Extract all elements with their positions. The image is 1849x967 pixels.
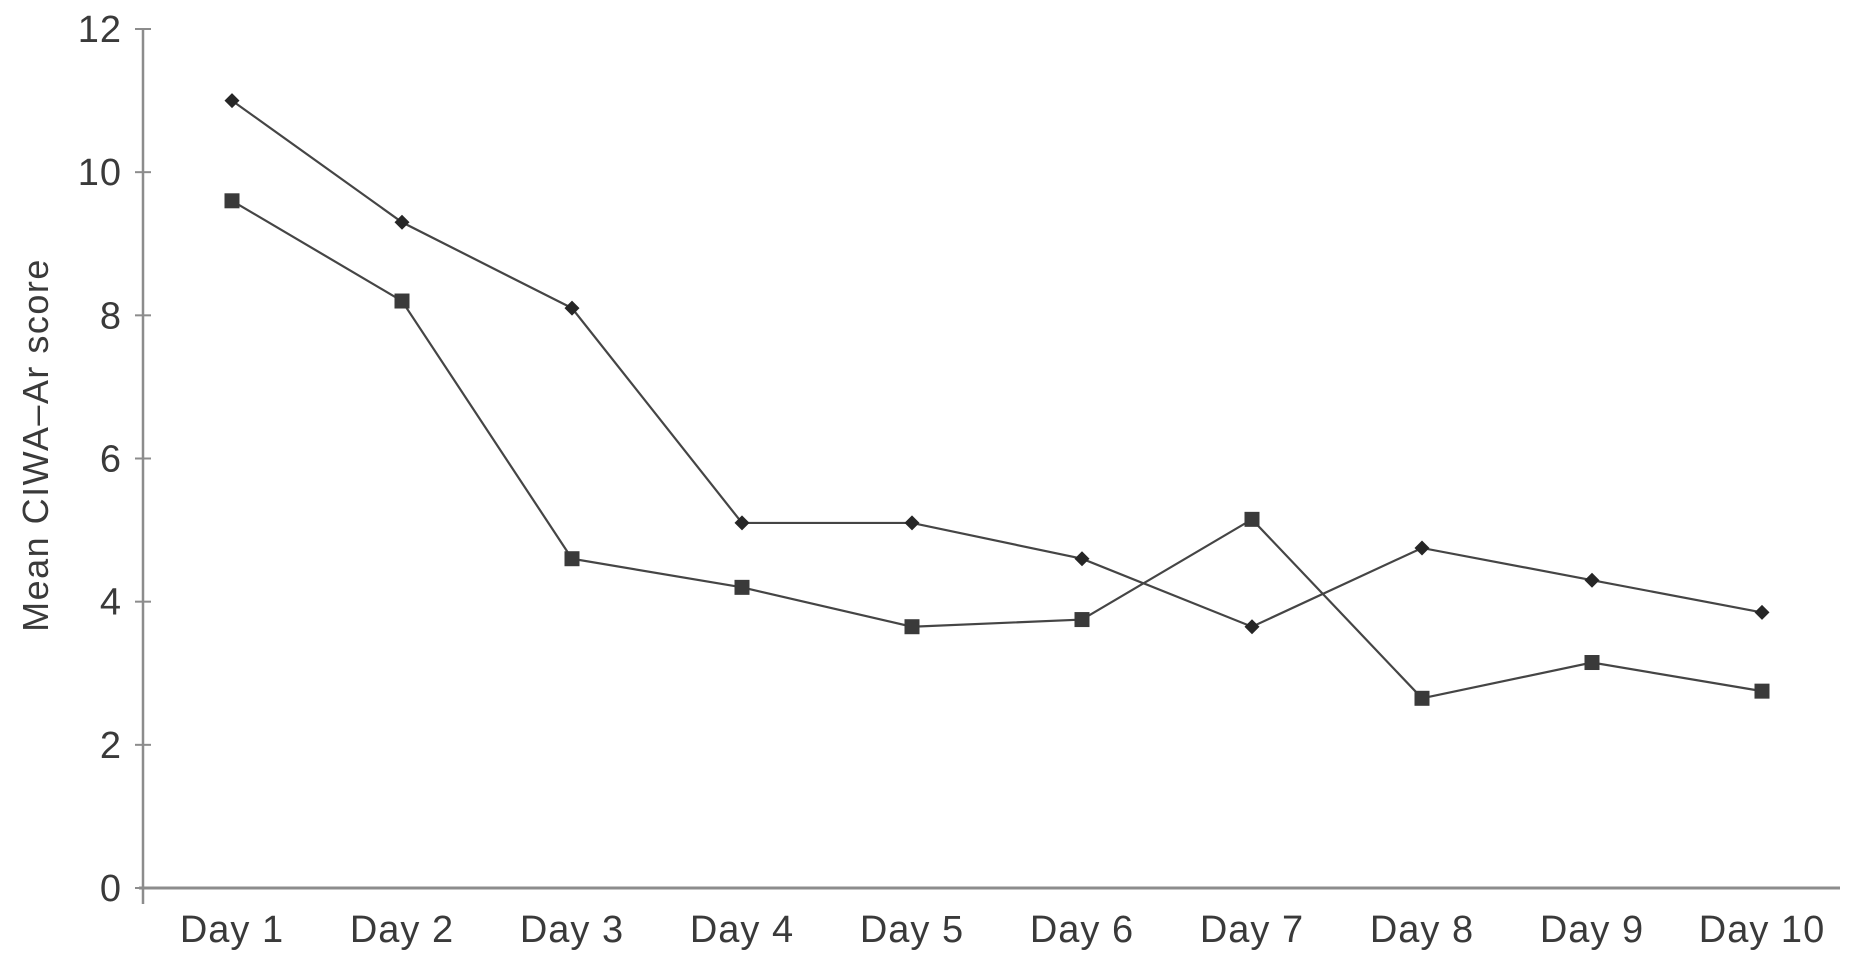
diamond-marker [224, 93, 240, 109]
square-marker [1754, 683, 1770, 699]
x-tick-label: Day 5 [860, 909, 964, 951]
diamond-marker [1584, 572, 1600, 588]
y-tick-label: 8 [100, 295, 122, 337]
diamond-marker [394, 214, 410, 230]
diamond-marker [1754, 604, 1770, 620]
x-tick-label: Day 2 [350, 909, 454, 951]
square-marker [734, 579, 750, 595]
square-marker-series-line [231, 199, 1763, 700]
y-tick-label: 4 [100, 582, 122, 624]
x-tick-label: Day 3 [520, 909, 624, 951]
x-tick-label: Day 7 [1200, 909, 1304, 951]
x-tick-label: Day 1 [180, 909, 284, 951]
diamond-marker [1244, 619, 1260, 635]
diamond-marker [734, 515, 750, 531]
x-tick-label: Day 10 [1699, 909, 1825, 951]
square-marker [1074, 612, 1090, 628]
square-marker [564, 551, 580, 567]
x-tick-label: Day 8 [1370, 909, 1474, 951]
square-marker [1584, 655, 1600, 671]
diamond-marker-series-line [231, 99, 1763, 628]
square-marker [904, 619, 920, 635]
diamond-marker [1414, 540, 1430, 556]
square-marker [394, 293, 410, 309]
diamond-marker [1074, 551, 1090, 567]
square-marker [1414, 690, 1430, 706]
y-tick-label: 10 [78, 152, 122, 194]
x-tick-label: Day 6 [1030, 909, 1134, 951]
x-tick-label: Day 4 [690, 909, 794, 951]
square-marker [1244, 511, 1260, 527]
square-marker [224, 193, 240, 209]
x-tick-label: Day 9 [1540, 909, 1644, 951]
y-tick-label: 6 [100, 438, 122, 480]
y-tick-label: 2 [100, 725, 122, 767]
y-tick-label: 0 [100, 868, 122, 910]
diamond-marker [904, 515, 920, 531]
diamond-marker [564, 300, 580, 316]
y-tick-label: 12 [78, 9, 122, 51]
